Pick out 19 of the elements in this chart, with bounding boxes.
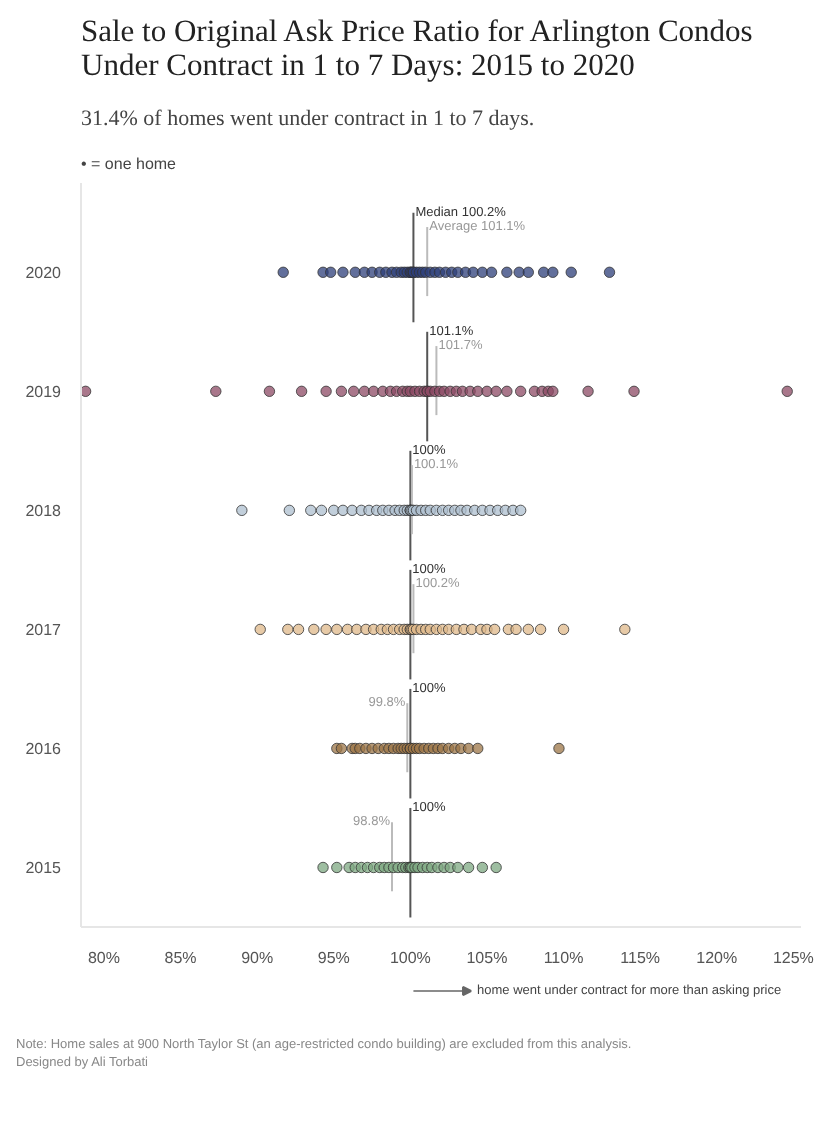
y-tick-label: 2015 <box>25 859 63 878</box>
x-tick-label: 90% <box>241 949 274 967</box>
x-tick-label: 100% <box>389 949 431 967</box>
y-tick-label: 2019 <box>25 383 63 402</box>
y-tick-label: 2017 <box>25 621 63 640</box>
x-tick-label: 105% <box>466 949 508 967</box>
x-tick-label: 120% <box>696 949 738 967</box>
y-tick-label: 2020 <box>25 264 63 283</box>
x-tick-label: 115% <box>620 949 661 967</box>
y-tick-label: 2018 <box>25 502 63 521</box>
y-tick-label: 2016 <box>25 740 63 759</box>
text: • = one home <box>81 155 178 173</box>
chart-title: Sale to Original Ask Price Ratio for Arlington Condos Under Contract in 1 to 7 Days: 2015 to 2020 <box>81 15 753 83</box>
x-tick-label: 85% <box>164 949 197 967</box>
x-tick-label: 80% <box>87 949 120 967</box>
x-tick-label: 95% <box>317 949 350 967</box>
chart-subtitle: 31.4% of homes went under contract in 1 to 7 days. <box>81 107 535 131</box>
x-tick-label: 125% <box>772 949 814 967</box>
x-tick-label: 110% <box>543 949 584 967</box>
